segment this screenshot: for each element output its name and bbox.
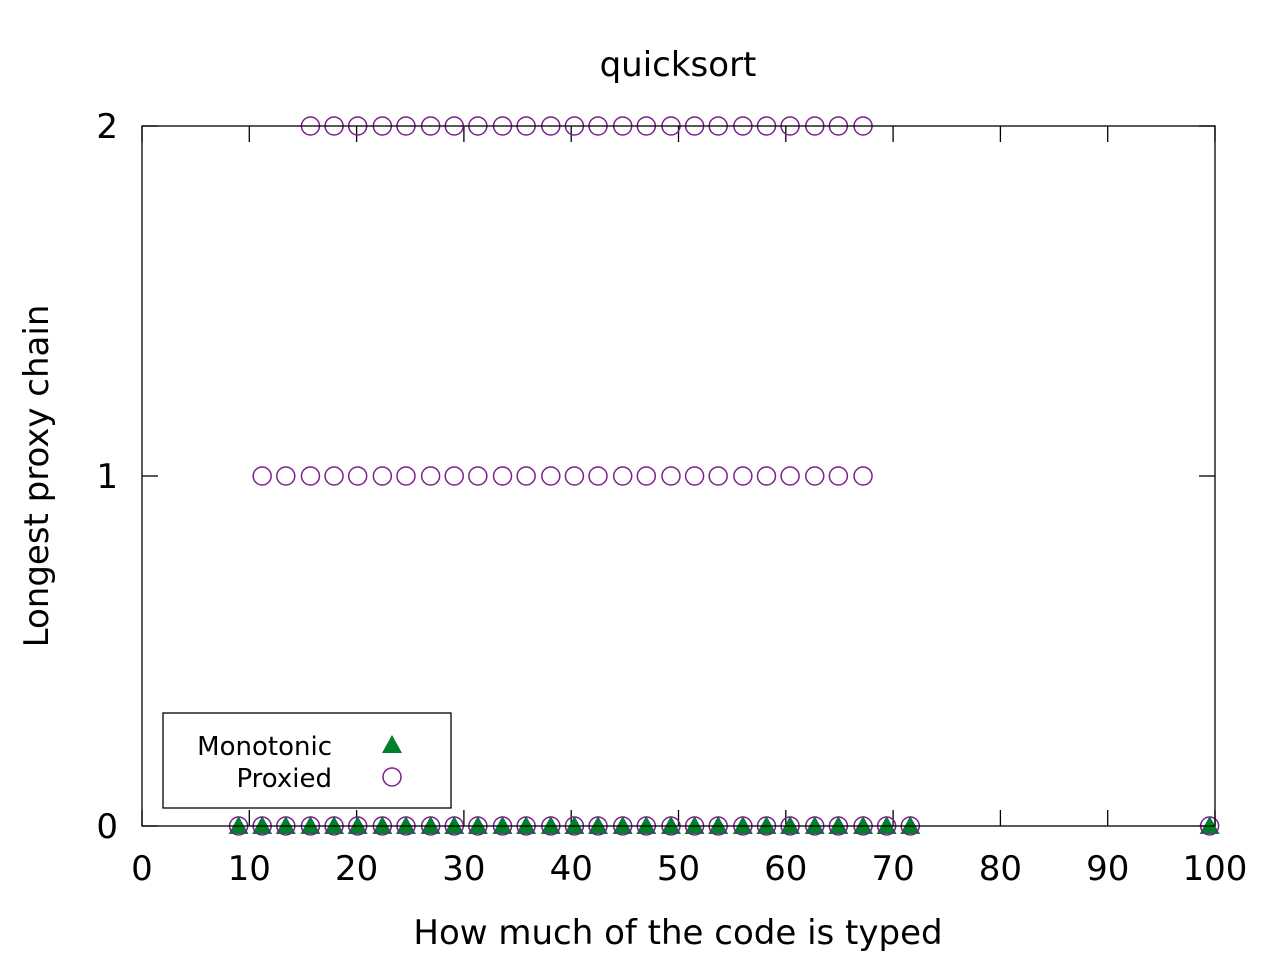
point-monotonic bbox=[347, 816, 368, 834]
point-monotonic bbox=[684, 816, 705, 834]
point-monotonic bbox=[804, 816, 825, 834]
x-tick-label: 50 bbox=[657, 849, 700, 889]
point-proxied bbox=[708, 466, 728, 486]
point-proxied bbox=[396, 466, 416, 486]
point-monotonic bbox=[252, 816, 273, 834]
point-proxied bbox=[276, 466, 296, 486]
x-tick-label: 20 bbox=[335, 849, 378, 889]
point-monotonic bbox=[420, 816, 441, 834]
x-tick-label: 100 bbox=[1183, 849, 1248, 889]
point-monotonic bbox=[564, 816, 585, 834]
point-proxied bbox=[588, 466, 608, 486]
y-axis-label: Longest proxy chain bbox=[17, 305, 57, 648]
point-monotonic bbox=[853, 816, 874, 834]
point-monotonic bbox=[372, 816, 393, 834]
point-monotonic bbox=[876, 816, 897, 834]
legend: Monotonic Proxied bbox=[162, 712, 452, 809]
point-monotonic bbox=[467, 816, 488, 834]
point-proxied bbox=[516, 466, 536, 486]
x-tick-labels: 0 10 20 30 40 50 60 70 80 90 100 bbox=[131, 849, 1247, 889]
point-proxied bbox=[780, 466, 800, 486]
point-proxied bbox=[420, 466, 441, 486]
x-tick-label: 0 bbox=[131, 849, 153, 889]
y-tick-label: 2 bbox=[96, 107, 118, 147]
x-tick-label: 70 bbox=[871, 849, 914, 889]
y-tick-label: 0 bbox=[96, 807, 118, 847]
point-monotonic bbox=[660, 816, 681, 834]
y-tick-label: 1 bbox=[96, 457, 118, 497]
x-tick-label: 30 bbox=[442, 849, 485, 889]
point-monotonic bbox=[228, 816, 249, 834]
point-proxied bbox=[805, 466, 825, 486]
point-monotonic bbox=[275, 816, 296, 834]
legend-box bbox=[162, 712, 452, 809]
point-monotonic bbox=[395, 816, 416, 834]
point-monotonic bbox=[300, 816, 321, 834]
point-monotonic bbox=[708, 816, 729, 834]
plot-border bbox=[141, 125, 1216, 827]
point-monotonic bbox=[780, 816, 801, 834]
point-monotonic bbox=[324, 816, 345, 834]
y-tick-labels: 0 1 2 bbox=[96, 107, 118, 847]
point-proxied bbox=[661, 466, 681, 486]
legend-label-proxied: Proxied bbox=[236, 764, 332, 794]
x-tick-label: 90 bbox=[1086, 849, 1129, 889]
point-monotonic bbox=[756, 816, 777, 834]
x-tick-label: 60 bbox=[764, 849, 807, 889]
point-proxied bbox=[492, 466, 513, 486]
point-monotonic bbox=[444, 816, 465, 834]
point-proxied bbox=[636, 466, 657, 486]
point-monotonic bbox=[492, 816, 513, 834]
point-proxied bbox=[733, 466, 753, 486]
point-monotonic bbox=[828, 816, 849, 834]
point-proxied bbox=[347, 466, 368, 486]
point-monotonic bbox=[636, 816, 657, 834]
point-proxied bbox=[324, 466, 344, 486]
point-monotonic bbox=[732, 816, 753, 834]
point-proxied bbox=[612, 466, 633, 486]
legend-marker-proxied bbox=[382, 767, 402, 787]
x-tick-label: 40 bbox=[550, 849, 593, 889]
point-monotonic bbox=[1199, 816, 1220, 834]
point-proxied bbox=[756, 466, 777, 486]
point-proxied bbox=[541, 466, 561, 486]
point-monotonic bbox=[588, 816, 609, 834]
chart-title: quicksort bbox=[600, 45, 757, 85]
legend-marker-monotonic bbox=[382, 735, 402, 753]
point-proxied bbox=[828, 466, 849, 486]
point-monotonic bbox=[900, 816, 921, 834]
point-proxied bbox=[564, 466, 585, 486]
point-proxied bbox=[853, 466, 873, 486]
point-monotonic bbox=[612, 816, 633, 834]
point-proxied bbox=[684, 466, 705, 486]
x-tick-label: 80 bbox=[979, 849, 1022, 889]
point-monotonic bbox=[516, 816, 537, 834]
point-proxied bbox=[468, 466, 488, 486]
point-proxied bbox=[300, 466, 321, 486]
legend-label-monotonic: Monotonic bbox=[197, 732, 332, 762]
point-proxied bbox=[372, 466, 393, 486]
x-axis-label: How much of the code is typed bbox=[413, 913, 942, 953]
point-monotonic bbox=[540, 816, 561, 834]
x-tick-label: 10 bbox=[228, 849, 271, 889]
point-proxied bbox=[444, 466, 464, 486]
point-proxied bbox=[252, 466, 272, 486]
